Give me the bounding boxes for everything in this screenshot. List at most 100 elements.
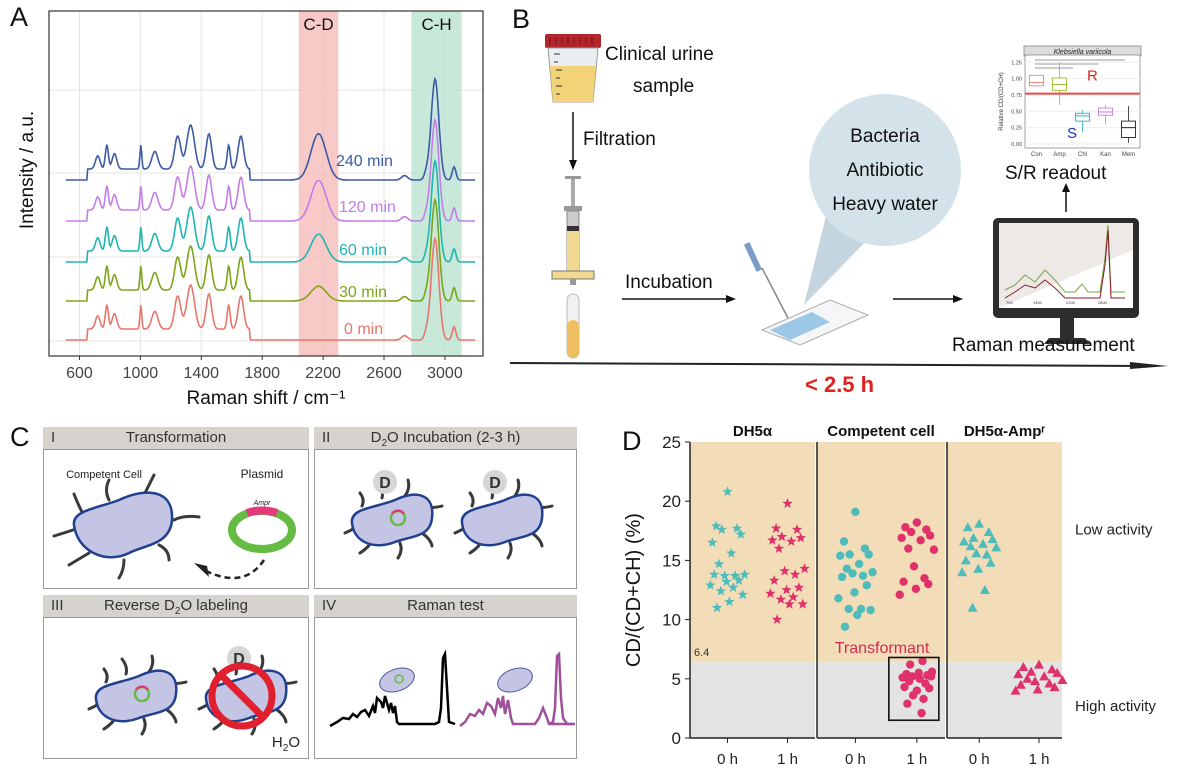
group-title: DH5α — [733, 423, 773, 440]
data-point — [925, 531, 935, 540]
timeline-arrow — [509, 362, 1151, 367]
data-point — [1010, 685, 1021, 695]
high-activity-region — [690, 662, 815, 738]
panel-a-letter: A — [10, 2, 29, 32]
data-point — [721, 576, 732, 587]
data-point — [737, 589, 748, 600]
inset-x-tick: Chl — [1078, 152, 1087, 158]
monitor-tick-1400: 1400 — [1033, 300, 1043, 305]
sr-readout-label: S/R readout — [1005, 163, 1107, 184]
plot-frame — [48, 10, 484, 357]
data-point — [959, 536, 969, 546]
svg-text:D: D — [233, 651, 245, 668]
box-ii-title-bar: II D2O Incubation (2-3 h) — [314, 427, 577, 449]
spectrum-240-min — [65, 76, 476, 181]
group-title: DH5α-Ampʳ — [964, 423, 1046, 440]
h2o-post: O — [288, 734, 300, 751]
data-point — [960, 555, 971, 565]
data-point — [767, 534, 778, 545]
data-point — [895, 590, 904, 599]
sample-label-1: Clinical urine — [605, 44, 714, 65]
x-tick-label: 1 h — [1029, 751, 1050, 768]
data-point — [909, 562, 919, 571]
bacterium-icon — [453, 478, 554, 560]
data-point — [1057, 674, 1068, 684]
x-tick-label: 600 — [66, 365, 93, 382]
deuterium-badge: D — [483, 470, 507, 494]
box-i-roman: I — [51, 429, 56, 446]
data-point — [771, 614, 783, 624]
low-activity-label: Low activity — [1075, 521, 1153, 538]
box-iv-title: Raman test — [407, 597, 484, 614]
data-point — [840, 622, 850, 631]
high-activity-label: High activity — [1075, 698, 1156, 715]
low-activity-region — [947, 442, 1062, 663]
data-point — [971, 548, 982, 558]
box-iv-roman: IV — [322, 597, 337, 614]
data-point — [770, 522, 782, 533]
data-point — [917, 708, 926, 718]
data-point — [901, 523, 910, 532]
data-point — [729, 570, 741, 581]
incubation-label: Incubation — [625, 272, 713, 293]
spectrum-purple — [459, 695, 575, 727]
inset-x-tick: Mem — [1122, 152, 1135, 158]
box-i: Competent Cell Plasmid Ampr — [43, 449, 309, 589]
data-point — [1047, 664, 1057, 674]
h2o-label: H2O — [272, 734, 300, 754]
data-point — [1022, 673, 1033, 683]
data-point — [919, 694, 928, 704]
band-label: C-H — [421, 15, 451, 34]
bubble-line-heavy-water: Heavy water — [832, 194, 938, 215]
data-point — [715, 585, 727, 596]
low-activity-region — [817, 442, 945, 663]
data-point — [769, 575, 780, 585]
box-iii-title-post: O labeling — [180, 597, 248, 614]
data-point — [897, 533, 906, 543]
data-point — [844, 604, 853, 614]
spectrum-60-min — [65, 158, 476, 263]
data-point — [786, 536, 797, 546]
inset-y-tick: 1.00 — [1011, 77, 1022, 83]
data-point — [711, 602, 723, 613]
data-point — [1052, 667, 1063, 677]
low-activity-region — [690, 442, 815, 663]
y-tick-label: 25 — [662, 433, 681, 452]
data-point — [779, 565, 790, 576]
box-iv — [314, 617, 577, 759]
small-cell-icon — [497, 667, 533, 693]
prohibited-icon — [208, 662, 276, 730]
box-i-title: Transformation — [125, 429, 227, 446]
data-point — [842, 564, 852, 573]
data-point — [918, 656, 927, 666]
data-point — [782, 498, 793, 508]
urine-cup-icon — [545, 34, 601, 103]
data-point — [868, 568, 877, 577]
svg-text:D: D — [489, 475, 501, 492]
data-point — [906, 527, 916, 537]
y-tick-label: 15 — [662, 551, 681, 570]
data-point — [731, 522, 743, 533]
bubble-line-antibiotic: Antibiotic — [846, 160, 923, 181]
band-c-h — [411, 11, 462, 356]
spectrum-0-min — [65, 236, 476, 341]
spectrum-black — [329, 649, 456, 728]
data-point — [728, 582, 739, 593]
monitor-icon: 700 1400 2100 2800 — [993, 218, 1139, 344]
box-ii-title: D2O Incubation (2-3 h) — [314, 429, 577, 449]
y-tick-label: 20 — [662, 492, 681, 511]
data-point — [987, 534, 998, 544]
x-tick-label: 3000 — [427, 365, 463, 382]
monitor-tick-2800: 2800 — [1098, 300, 1108, 305]
box-iii: D H2O — [43, 617, 309, 759]
x-tick-label: 0 h — [717, 751, 738, 768]
panel-c-letter: C — [10, 422, 30, 452]
inset-title: Klebsiella variicola — [1054, 49, 1112, 56]
cd-ratio-scatter-chart: 0 5 10 15 20 25 CD/(CD+CH) (%) 6.4 DH5α 0 h 1 h Com… — [623, 423, 1156, 768]
data-point — [1044, 678, 1055, 688]
data-point — [1034, 659, 1044, 669]
data-point — [855, 559, 864, 569]
x-tick-label: 1 h — [906, 751, 927, 768]
data-point — [911, 584, 921, 594]
